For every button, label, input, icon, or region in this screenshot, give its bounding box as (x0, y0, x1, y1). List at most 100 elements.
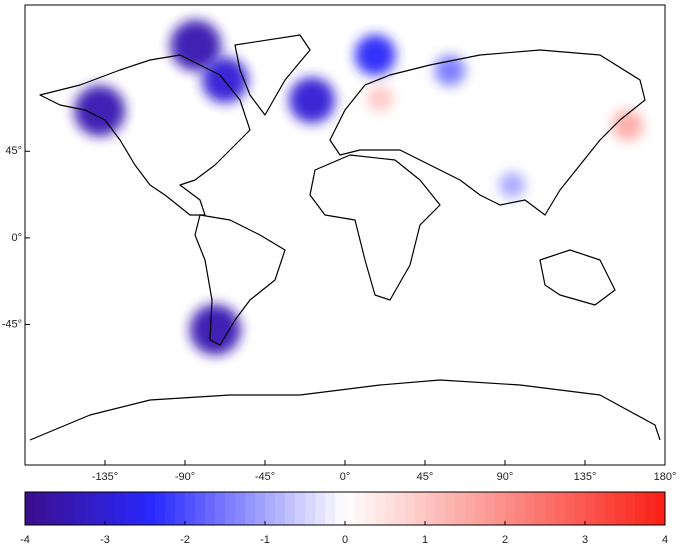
anomaly (434, 54, 466, 86)
colorbar-swatch (155, 492, 166, 525)
colorbar-swatch (565, 492, 576, 525)
colorbar-swatch (485, 492, 496, 525)
colorbar-swatch (235, 492, 246, 525)
colorbar-swatch (325, 492, 336, 525)
colorbar-swatch (535, 492, 546, 525)
colorbar-swatch (365, 492, 376, 525)
eurasia (329, 49, 646, 216)
colorbar-swatch (475, 492, 486, 525)
antarctica (29, 379, 661, 441)
map-frame (24, 4, 666, 466)
colorbar-swatch (245, 492, 256, 525)
colorbar-swatch (45, 492, 56, 525)
colorbar-swatch (205, 492, 216, 525)
colorbar-swatch (375, 492, 386, 525)
colorbar-tick-label: 2 (502, 534, 508, 546)
colorbar-swatch (145, 492, 156, 525)
colorbar-tick-label: 3 (582, 534, 588, 546)
colorbar-tick-label: -2 (180, 534, 190, 546)
y-tick-label: 0° (11, 232, 22, 244)
colorbar-tick-label: -4 (20, 534, 30, 546)
colorbar-swatch (95, 492, 106, 525)
colorbar-swatch (335, 492, 346, 525)
colorbar-swatch (305, 492, 316, 525)
colorbar-swatch (395, 492, 406, 525)
colorbar-swatch (625, 492, 636, 525)
anomaly (499, 171, 526, 198)
anomaly (367, 85, 394, 112)
colorbar-swatch (455, 492, 466, 525)
australia (539, 249, 616, 306)
colorbar-swatch (55, 492, 66, 525)
x-tick-label: 135° (574, 471, 597, 483)
x-tick-label: 0° (340, 471, 351, 483)
colorbar-swatch (125, 492, 136, 525)
colorbar-swatch (555, 492, 566, 525)
x-tick-label: -90° (175, 471, 195, 483)
colorbar-swatch (355, 492, 366, 525)
colorbar-swatch (345, 492, 356, 525)
colorbar-swatch (165, 492, 176, 525)
colorbar-tick-label: 0 (342, 534, 348, 546)
y-tick-label: -45° (2, 318, 22, 330)
anomaly (354, 34, 396, 76)
colorbar-swatch (615, 492, 626, 525)
x-tick-label: 45° (417, 471, 434, 483)
colorbar-swatch (195, 492, 206, 525)
colorbar-swatch (635, 492, 646, 525)
colorbar-swatch (415, 492, 426, 525)
colorbar-swatch (525, 492, 536, 525)
colorbar-tick-label: -1 (260, 534, 270, 546)
colorbar-swatch (445, 492, 456, 525)
colorbar-tick-label: -3 (100, 534, 110, 546)
colorbar-swatch (285, 492, 296, 525)
colorbar-swatch (315, 492, 326, 525)
colorbar-swatch (505, 492, 516, 525)
x-tick-label: 180° (654, 471, 677, 483)
colorbar-swatch (275, 492, 286, 525)
colorbar-swatch (425, 492, 436, 525)
colorbar-swatch (175, 492, 186, 525)
colorbar-swatch (185, 492, 196, 525)
colorbar-swatch (655, 492, 666, 525)
greenland (234, 34, 311, 116)
colorbar-swatch (495, 492, 506, 525)
colorbar-swatch (115, 492, 126, 525)
colorbar-tick-label: 1 (422, 534, 428, 546)
colorbar-swatch (25, 492, 36, 525)
colorbar-swatch (215, 492, 226, 525)
colorbar-swatch (75, 492, 86, 525)
anomaly (612, 109, 644, 141)
colorbar-swatch (385, 492, 396, 525)
colorbar-swatch (595, 492, 606, 525)
colorbar-swatch (545, 492, 556, 525)
colorbar-swatch (255, 492, 266, 525)
anomaly (170, 19, 222, 71)
colorbar-tick-label: 4 (662, 534, 668, 546)
north-america (39, 54, 251, 216)
africa (309, 154, 441, 301)
colorbar-swatch (465, 492, 476, 525)
colorbar-swatch (35, 492, 46, 525)
anomaly-layer (74, 19, 644, 356)
colorbar (25, 492, 666, 525)
anomaly (202, 57, 248, 104)
colorbar-swatch (575, 492, 586, 525)
anomaly (189, 304, 241, 356)
colorbar-swatch (605, 492, 616, 525)
colorbar-swatch (105, 492, 116, 525)
anomaly (288, 77, 335, 124)
colorbar-swatch (295, 492, 306, 525)
coastlines (29, 34, 661, 441)
colorbar-swatch (135, 492, 146, 525)
colorbar-swatch (85, 492, 96, 525)
anomaly (74, 85, 126, 137)
colorbar-swatch (65, 492, 76, 525)
x-tick-label: -135° (92, 471, 118, 483)
south-america (194, 214, 286, 346)
colorbar-swatch (265, 492, 276, 525)
y-tick-label: 45° (5, 145, 22, 157)
colorbar-swatch (585, 492, 596, 525)
colorbar-swatch (515, 492, 526, 525)
